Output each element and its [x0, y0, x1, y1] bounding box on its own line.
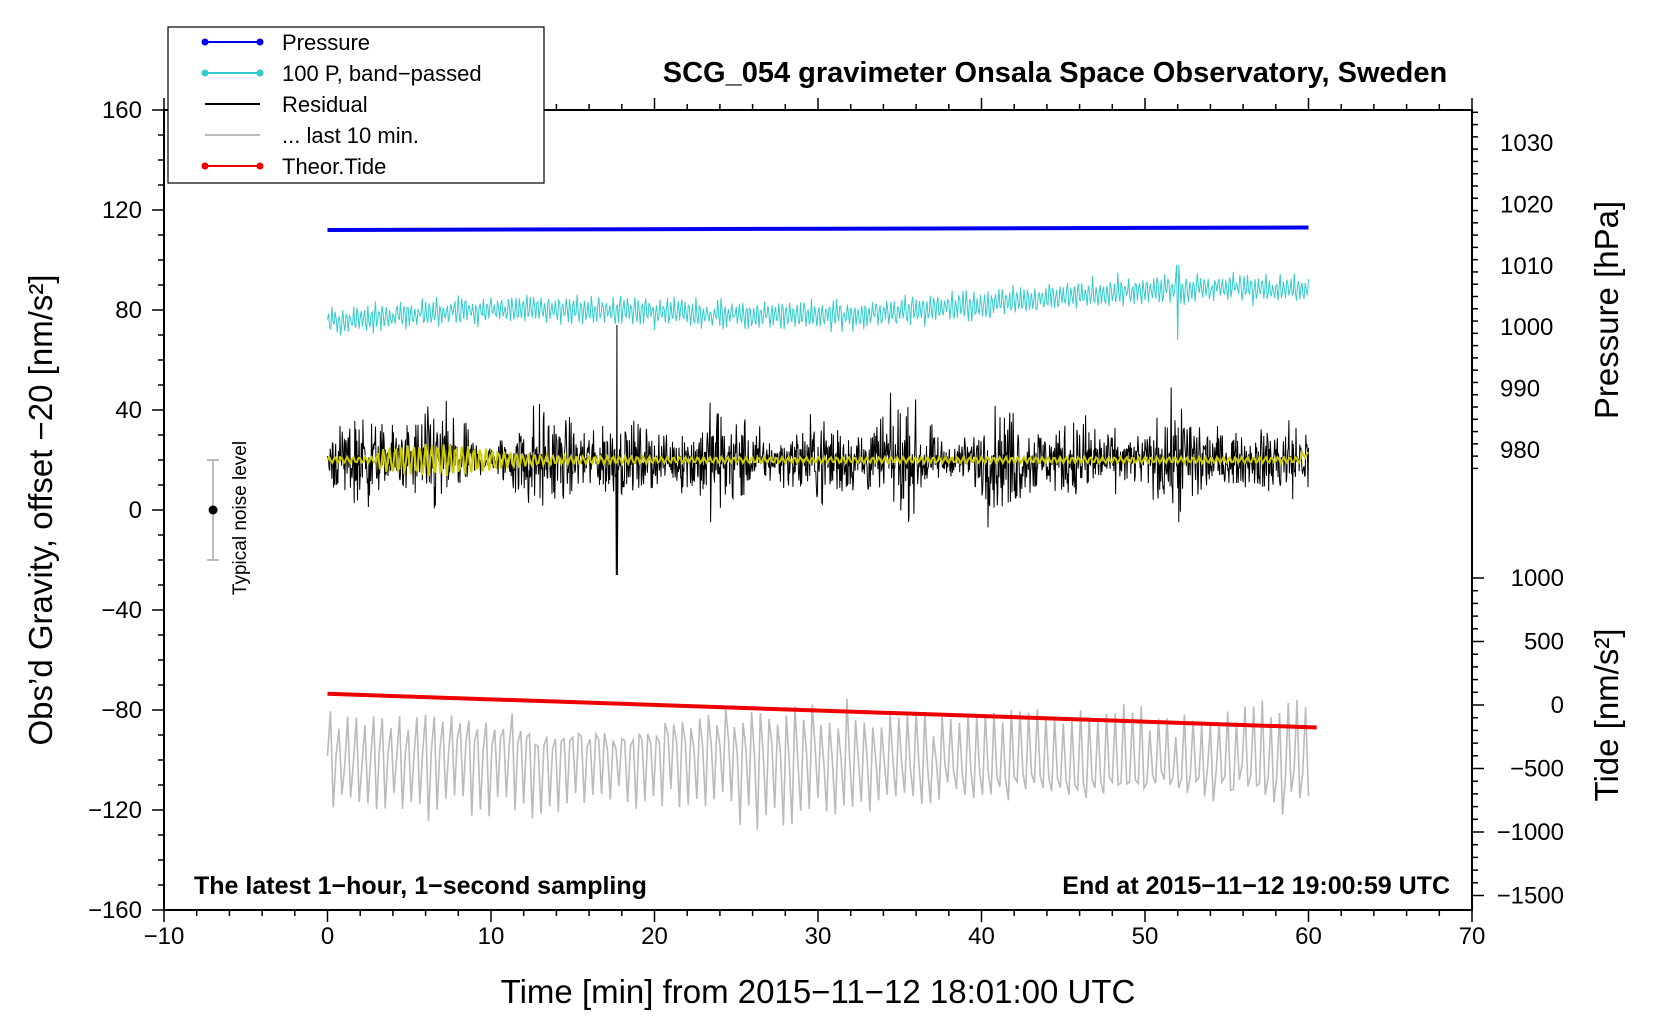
y-tick-label: 160 [102, 97, 142, 124]
tide-axis: 1000 500 0 −500 −1000 −1500 [1472, 565, 1564, 910]
x-tick-label: 70 [1459, 923, 1486, 950]
legend-marker [201, 69, 209, 77]
y-axis: −160 −120 −80 −40 0 40 80 120 160 [88, 97, 164, 924]
legend-label: 100 P, band−passed [282, 61, 482, 86]
x-tick-label: 60 [1295, 923, 1322, 950]
x-tick-label: 40 [968, 923, 995, 950]
series-last-10-min [326, 698, 1310, 830]
x-tick-label: 50 [1132, 923, 1159, 950]
tide-tick-label: −500 [1510, 756, 1564, 783]
y-tick-label: −160 [88, 897, 142, 924]
noise-label: Typical noise level [230, 441, 251, 595]
pressure-tick-label: 980 [1500, 437, 1540, 464]
series-layer [326, 225, 1317, 830]
series-pressure [327, 225, 1309, 232]
x-tick-label: 30 [805, 923, 832, 950]
series-band-passed [327, 264, 1309, 341]
tide-tick-label: −1000 [1497, 819, 1564, 846]
annotation-end-time: End at 2015−11−12 19:00:59 UTC [1062, 872, 1450, 900]
legend-marker [256, 162, 264, 170]
x-tick-label: −10 [144, 923, 185, 950]
y-tick-label: 80 [115, 297, 142, 324]
tide-tick-label: 500 [1524, 629, 1564, 656]
chart-title: SCG_054 gravimeter Onsala Space Observat… [663, 57, 1447, 89]
pressure-tick-label: 1030 [1500, 130, 1553, 157]
y-tick-label: −40 [101, 597, 142, 624]
legend-marker [256, 38, 264, 46]
annotation-sampling: The latest 1−hour, 1−second sampling [194, 872, 647, 900]
y-tick-label: −80 [101, 697, 142, 724]
x-axis-label: Time [min] from 2015−11−12 18:01:00 UTC [501, 973, 1136, 1010]
tide-axis-label: Tide [nm/s²] [1588, 629, 1625, 802]
pressure-tick-label: 1010 [1500, 253, 1553, 280]
y-tick-label: 0 [129, 497, 142, 524]
y-tick-label: 40 [115, 397, 142, 424]
legend-marker [201, 38, 209, 46]
pressure-tick-label: 990 [1500, 376, 1540, 403]
x-tick-label: 0 [321, 923, 334, 950]
pressure-axis: 980 990 1000 1010 1020 1030 [1472, 111, 1553, 470]
series-theor-tide [327, 691, 1317, 730]
noise-bar-center [208, 505, 218, 515]
legend-label: Residual [282, 92, 368, 117]
x-tick-label: 20 [641, 923, 668, 950]
noise-bar [207, 459, 220, 561]
pressure-axis-label: Pressure [hPa] [1588, 201, 1625, 419]
x-axis: −10 0 10 20 30 40 50 60 70 [144, 98, 1486, 950]
legend: Pressure 100 P, band−passed Residual ... la… [167, 26, 545, 184]
legend-label: Pressure [282, 30, 370, 55]
legend-label: Theor.Tide [282, 154, 386, 179]
legend-marker [201, 162, 209, 170]
tide-tick-label: −1500 [1497, 883, 1564, 910]
y-tick-label: 120 [102, 197, 142, 224]
pressure-tick-label: 1000 [1500, 314, 1553, 341]
series-residual-smoothed [326, 443, 1310, 477]
x-tick-label: 10 [478, 923, 505, 950]
pressure-tick-label: 1020 [1500, 191, 1553, 218]
y-tick-label: −120 [88, 797, 142, 824]
y-axis-label: Obs’d Gravity, offset −20 [nm/s²] [22, 274, 59, 745]
legend-marker [256, 69, 264, 77]
legend-label: ... last 10 min. [282, 123, 419, 148]
tide-tick-label: 0 [1551, 692, 1564, 719]
tide-tick-label: 1000 [1511, 565, 1564, 592]
